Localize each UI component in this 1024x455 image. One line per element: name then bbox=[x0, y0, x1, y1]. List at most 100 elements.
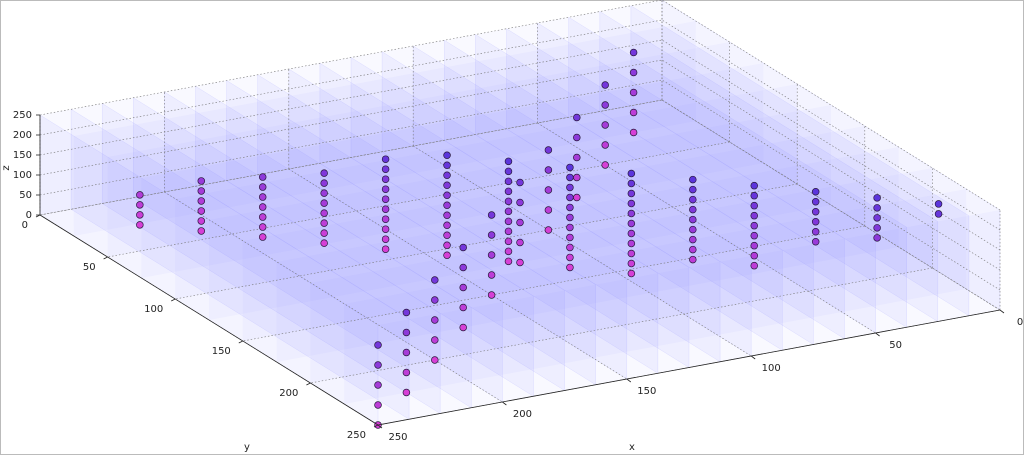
data-point bbox=[689, 195, 697, 204]
data-point bbox=[197, 207, 206, 215]
data-point bbox=[487, 211, 496, 219]
data-point bbox=[402, 388, 411, 397]
data-point bbox=[381, 225, 390, 233]
data-point bbox=[136, 211, 144, 219]
data-point bbox=[811, 238, 820, 246]
data-point bbox=[750, 241, 758, 250]
data-point bbox=[516, 258, 524, 267]
z-tick-label: 100 bbox=[13, 170, 32, 181]
data-point bbox=[320, 219, 328, 227]
tick-mark bbox=[999, 309, 1005, 314]
z-tick-label: 250 bbox=[13, 110, 32, 121]
data-point bbox=[750, 191, 758, 200]
data-point bbox=[629, 128, 638, 137]
data-point bbox=[516, 218, 524, 227]
data-point bbox=[566, 223, 574, 232]
data-point bbox=[504, 167, 513, 176]
data-point bbox=[374, 381, 382, 389]
data-point bbox=[573, 113, 581, 122]
tick-mark bbox=[373, 424, 379, 428]
sheet bbox=[226, 80, 565, 391]
z-tick-label: 200 bbox=[13, 130, 32, 141]
y-tick-label: 0 bbox=[22, 220, 28, 231]
sheet bbox=[107, 42, 730, 257]
data-point bbox=[873, 234, 881, 242]
data-point bbox=[431, 296, 439, 304]
data-point bbox=[504, 187, 513, 196]
data-point bbox=[443, 201, 451, 210]
axis-line bbox=[39, 214, 379, 426]
data-point bbox=[197, 217, 206, 225]
data-point bbox=[544, 206, 553, 214]
z-tick-label: 50 bbox=[19, 190, 32, 201]
data-point bbox=[750, 221, 758, 230]
tick-mark bbox=[238, 340, 243, 344]
data-point bbox=[431, 356, 439, 364]
x-tick-label: 50 bbox=[889, 340, 902, 351]
tick-mark bbox=[103, 256, 108, 260]
tick-mark bbox=[750, 355, 756, 360]
data-point bbox=[381, 215, 390, 223]
data-point bbox=[544, 146, 553, 154]
x-tick-label: 100 bbox=[762, 363, 781, 374]
data-point bbox=[573, 173, 581, 182]
z-axis-label: z bbox=[1, 165, 12, 170]
data-point bbox=[627, 189, 636, 198]
data-point bbox=[629, 48, 638, 57]
grid-line bbox=[242, 225, 865, 342]
data-point bbox=[811, 208, 820, 216]
data-point bbox=[601, 121, 609, 129]
data-point bbox=[487, 271, 496, 279]
tick-mark bbox=[171, 298, 176, 302]
data-point bbox=[381, 185, 390, 193]
data-point bbox=[544, 166, 553, 174]
data-point bbox=[443, 171, 451, 180]
tick-mark bbox=[377, 424, 383, 429]
data-point bbox=[934, 200, 943, 208]
sheet bbox=[195, 85, 534, 397]
data-point bbox=[258, 183, 267, 191]
sheet bbox=[133, 97, 472, 409]
data-point bbox=[487, 291, 496, 299]
data-point bbox=[934, 210, 943, 218]
sheet bbox=[444, 39, 783, 351]
tick-mark bbox=[626, 378, 632, 383]
data-point bbox=[629, 68, 638, 77]
data-point bbox=[627, 259, 636, 268]
data-point bbox=[443, 241, 451, 250]
data-point bbox=[381, 195, 390, 203]
data-point bbox=[320, 189, 328, 197]
sheet bbox=[568, 16, 907, 328]
data-point bbox=[381, 165, 390, 173]
data-point bbox=[504, 157, 513, 166]
data-point bbox=[627, 269, 636, 278]
data-point bbox=[629, 88, 638, 97]
data-point bbox=[402, 308, 411, 317]
data-point bbox=[689, 205, 697, 214]
data-point bbox=[627, 169, 636, 178]
data-point bbox=[566, 213, 574, 222]
data-point bbox=[136, 221, 144, 229]
data-point bbox=[689, 215, 697, 224]
data-point bbox=[573, 153, 581, 162]
data-point bbox=[689, 235, 697, 244]
data-point bbox=[516, 198, 524, 207]
data-point bbox=[504, 177, 513, 186]
data-point bbox=[566, 183, 574, 192]
x-tick-label: 150 bbox=[637, 386, 656, 397]
sheet bbox=[630, 5, 970, 317]
x-axis-label: x bbox=[629, 442, 635, 453]
data-point bbox=[516, 238, 524, 247]
data-point bbox=[443, 251, 451, 260]
tick-mark bbox=[306, 382, 311, 386]
y-tick-label: 200 bbox=[279, 388, 298, 399]
data-point bbox=[627, 229, 636, 238]
data-point bbox=[601, 101, 609, 109]
data-point bbox=[443, 191, 451, 200]
data-point bbox=[459, 323, 467, 332]
data-point bbox=[873, 224, 881, 232]
data-point bbox=[258, 203, 267, 211]
data-point bbox=[136, 201, 144, 209]
data-point bbox=[197, 177, 206, 185]
